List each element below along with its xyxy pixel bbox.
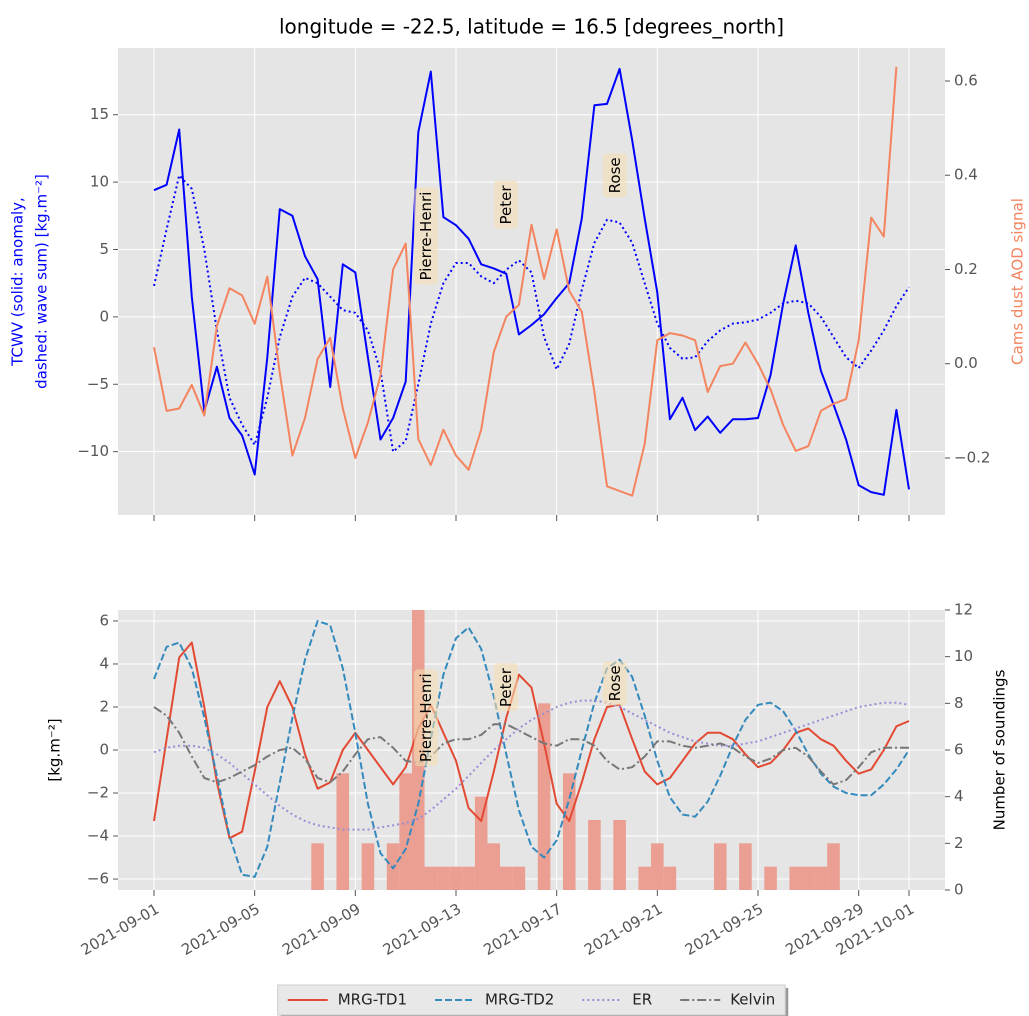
bar: [336, 773, 350, 890]
legend-label: MRG-TD1: [338, 991, 407, 1009]
y2-tick-label: 4: [954, 787, 964, 805]
annotation-text: Peter: [497, 667, 515, 707]
annotation-text: Rose: [606, 157, 624, 193]
bar: [802, 866, 815, 890]
annotation: Peter: [493, 663, 518, 712]
y-tick-label: 6: [99, 611, 109, 629]
line: [153, 706, 909, 786]
plot-background: [118, 48, 945, 515]
y-axis-label: TCWV (solid: anomaly,: [9, 197, 27, 367]
y-tick-label: 5: [99, 240, 109, 258]
y-tick-label: 2: [99, 697, 109, 715]
line: [153, 174, 910, 453]
y2-axis-label: Number of soundings: [991, 669, 1009, 830]
y2-tick-label: −0.2: [954, 448, 990, 466]
y2-tick-label: 0: [954, 881, 964, 899]
y2-tick-label: 0.0: [954, 354, 978, 372]
annotation-text: Pierre-Henri: [417, 673, 435, 762]
y-tick-label: 0: [99, 741, 109, 759]
y-tick-label: −5: [87, 375, 109, 393]
legend-label: MRG-TD2: [485, 991, 554, 1009]
bar: [713, 843, 727, 890]
legend: MRG-TD1 MRG-TD2 ER Kelvin: [277, 984, 789, 1016]
bar: [789, 866, 803, 890]
legend-label: Kelvin: [730, 991, 775, 1009]
annotation: Rose: [602, 153, 627, 198]
y-axis-label: [kg.m⁻²]: [46, 718, 64, 781]
y-tick-label: −2: [87, 784, 109, 802]
bar: [613, 820, 626, 890]
y2-tick-label: 0.4: [954, 166, 978, 184]
y-tick-label: −6: [87, 870, 109, 888]
annotation-box: [493, 663, 518, 712]
bar: [361, 843, 375, 890]
annotation-box: [602, 661, 627, 706]
y2-tick-label: 0.6: [954, 71, 978, 89]
chart-title: longitude = -22.5, latitude = 16.5 [degr…: [279, 15, 784, 39]
x-tick-label: 2021-09-05: [178, 900, 263, 959]
y-tick-label: 10: [90, 173, 109, 191]
bar: [487, 843, 501, 890]
x-tick-label: 2021-09-13: [380, 900, 465, 959]
annotation: Pierre-Henri: [414, 669, 439, 767]
y-tick-label: 4: [99, 654, 109, 672]
y-tick-label: 15: [90, 105, 109, 123]
y2-tick-label: 2: [954, 834, 964, 852]
bar: [449, 866, 463, 890]
y2-tick-label: 12: [954, 601, 973, 619]
bar: [814, 866, 828, 890]
annotation-box: [493, 180, 518, 229]
bar: [764, 866, 777, 890]
y-axis-label: dashed: wave sum) [kg.m⁻²]: [33, 174, 51, 389]
bar: [399, 773, 412, 890]
annotation-box: [602, 153, 627, 198]
x-tick-label: 2021-09-01: [78, 900, 163, 959]
annotation: Peter: [493, 180, 518, 229]
bar: [424, 866, 438, 890]
y2-tick-label: 0.2: [954, 260, 978, 278]
bar: [474, 796, 488, 890]
bar: [537, 703, 551, 890]
x-tick-label: 2021-09-21: [581, 900, 666, 959]
annotation-text: Rose: [606, 665, 624, 701]
bar: [651, 843, 664, 890]
bar: [462, 866, 475, 890]
bar: [500, 866, 513, 890]
bar: [588, 820, 601, 890]
y-tick-label: −10: [77, 442, 109, 460]
annotation-box: [414, 669, 439, 767]
y2-axis-label: Cams dust AOD signal: [1009, 198, 1027, 365]
bar: [739, 843, 752, 890]
bar: [311, 843, 324, 890]
bar: [512, 866, 526, 890]
line: [153, 620, 910, 878]
annotation: Pierre-Henri: [414, 187, 439, 285]
y2-tick-label: 10: [954, 647, 973, 665]
y2-tick-label: 6: [954, 741, 964, 759]
bar: [638, 866, 652, 890]
y-tick-label: 0: [99, 307, 109, 325]
y2-tick-label: 8: [954, 694, 964, 712]
annotation-text: Peter: [497, 185, 515, 225]
annotation: Rose: [602, 661, 627, 706]
bar: [437, 866, 450, 890]
line: [153, 66, 898, 497]
bar: [827, 843, 840, 890]
bar: [663, 866, 677, 890]
x-tick-label: 2021-09-17: [480, 900, 565, 959]
legend-label: ER: [632, 991, 652, 1009]
annotation-box: [414, 187, 439, 285]
bar: [562, 773, 576, 890]
x-tick-label: 2021-09-09: [279, 900, 364, 959]
y-tick-label: −4: [87, 827, 109, 845]
annotation-text: Pierre-Henri: [417, 192, 435, 281]
x-tick-label: 2021-09-25: [682, 900, 767, 959]
